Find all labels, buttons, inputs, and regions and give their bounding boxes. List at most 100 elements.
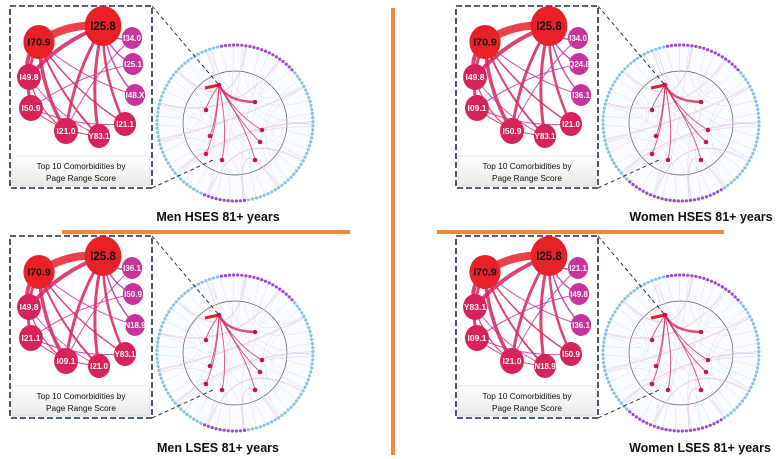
ring-node xyxy=(230,199,234,203)
ring-node xyxy=(751,92,755,96)
ring-node xyxy=(702,276,706,280)
ring-node xyxy=(623,297,627,301)
ring-node xyxy=(248,44,252,49)
ring-node xyxy=(757,346,761,350)
ring-node xyxy=(688,198,693,202)
ring-node xyxy=(755,103,759,108)
ring-node xyxy=(602,336,606,340)
comorbidity-node-label: Y83.1 xyxy=(535,132,556,141)
ring-node xyxy=(208,47,212,51)
ring-node xyxy=(746,81,750,85)
ring-node xyxy=(155,122,159,126)
comorbidity-node-label: Y83.1 xyxy=(115,350,136,359)
ring-node xyxy=(254,426,259,430)
ring-node xyxy=(260,48,264,52)
ring-node xyxy=(730,62,734,66)
ring-node xyxy=(735,405,739,409)
ring-node xyxy=(747,159,751,163)
comorbidity-node-label: I70.9 xyxy=(473,267,497,279)
ring-node xyxy=(603,368,607,373)
inner-node xyxy=(698,387,704,393)
ring-node xyxy=(738,172,742,176)
ring-node xyxy=(680,429,684,433)
ring-node xyxy=(661,275,666,279)
ring-node xyxy=(166,391,170,395)
ring-node xyxy=(646,280,650,284)
ring-node xyxy=(617,398,621,402)
ring-node xyxy=(289,175,293,179)
comorbidity-node-label: Q24.8 xyxy=(568,60,590,69)
ring-node xyxy=(652,194,656,198)
ring-node xyxy=(682,273,686,277)
ring-node xyxy=(748,84,752,88)
comorbidity-node-label: I34.0 xyxy=(569,34,587,43)
top10-inset-box: I25.8 I70.9 I34.0 I49.8 Q24.8 I36.1 I09.1 I21.0… xyxy=(455,5,599,189)
comorbidity-node-label: I25.8 xyxy=(536,251,562,263)
panel-caption-men-hses: Men HSES 81+ years xyxy=(156,210,279,224)
ring-node xyxy=(754,144,758,148)
comorbidity-node-label: I34.0 xyxy=(123,34,141,43)
ring-node xyxy=(755,333,759,338)
ring-node xyxy=(283,411,287,415)
ring-node xyxy=(160,324,164,328)
inset-title-line2: Page Range Score xyxy=(492,173,562,183)
zoom-line xyxy=(597,235,666,316)
top10-inset-box: I25.8 I70.9 I21.1 Y83.1 I49.8 I36.1 I09.1 I50.9… xyxy=(455,235,599,419)
ring-node xyxy=(171,398,175,402)
ring-node xyxy=(730,292,734,296)
ring-node xyxy=(163,317,167,321)
inner-node xyxy=(252,99,258,105)
ring-node xyxy=(258,425,262,429)
ring-node xyxy=(189,56,193,60)
ring-node xyxy=(747,389,751,393)
ring-node xyxy=(310,337,314,342)
comorbidity-node-label: I70.9 xyxy=(27,37,51,49)
ring-node xyxy=(182,410,186,414)
ring-node xyxy=(615,76,619,80)
inner-node xyxy=(703,139,709,145)
ring-node xyxy=(273,188,277,192)
ring-node xyxy=(756,366,760,370)
ring-node xyxy=(642,282,646,286)
ring-node xyxy=(155,356,159,360)
comorbidity-node-label: I21.0 xyxy=(562,120,580,129)
ring-node xyxy=(678,273,682,277)
ring-node xyxy=(263,49,268,53)
ring-node xyxy=(304,318,308,322)
ring-node xyxy=(645,421,649,425)
ring-node xyxy=(672,429,676,433)
ring-node xyxy=(156,134,160,139)
ring-node xyxy=(757,116,761,120)
ring-node xyxy=(156,130,160,135)
ring-node xyxy=(300,81,304,85)
ring-node xyxy=(256,46,260,51)
ring-node xyxy=(620,300,624,304)
ring-node xyxy=(262,193,266,197)
ring-node xyxy=(684,429,688,433)
network-circle xyxy=(155,43,315,203)
ring-node xyxy=(602,106,606,110)
ring-node xyxy=(756,111,760,116)
comorbidity-node-label: I70.9 xyxy=(27,267,51,279)
ring-node xyxy=(756,337,760,342)
ring-node xyxy=(680,199,684,203)
ring-node xyxy=(163,87,167,91)
ring-node xyxy=(158,372,162,377)
ring-node xyxy=(271,53,275,57)
ring-node xyxy=(244,274,248,278)
ring-node xyxy=(242,428,247,432)
ring-node xyxy=(310,107,314,112)
ring-node xyxy=(286,178,290,182)
ring-node xyxy=(684,199,688,203)
comorbidity-node: I21.1 xyxy=(567,257,589,279)
ring-node xyxy=(293,71,297,75)
ring-node xyxy=(167,310,171,314)
comorbidity-node: I21.1 xyxy=(19,325,43,351)
zoom-line xyxy=(597,5,666,86)
ring-node xyxy=(295,74,299,78)
ring-node xyxy=(757,354,761,358)
comorbidity-node: I48.X xyxy=(124,84,146,106)
ring-node xyxy=(688,428,693,432)
ring-node xyxy=(602,360,606,365)
ring-node xyxy=(678,43,682,47)
